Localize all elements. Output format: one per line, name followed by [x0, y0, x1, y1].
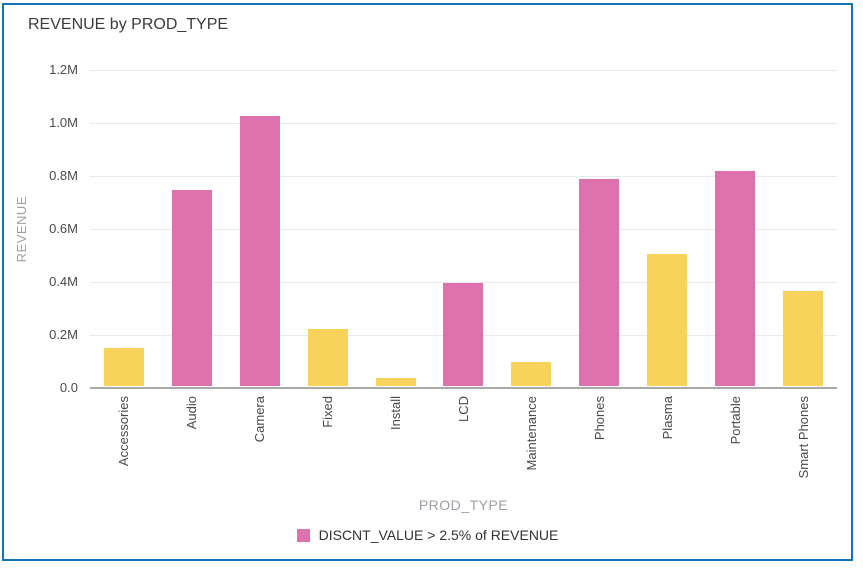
bar-band	[633, 253, 701, 386]
x-tick-label: Plasma	[659, 396, 675, 440]
x-tick-cell: Phones	[565, 396, 633, 488]
x-axis-line	[90, 387, 837, 389]
x-tick-cell: Accessories	[90, 396, 158, 488]
bar-band	[565, 179, 633, 386]
bar-lcd[interactable]	[443, 282, 484, 386]
x-tick-label: Fixed	[320, 396, 336, 428]
x-tick-cell: Portable	[701, 396, 769, 488]
bar-band	[430, 282, 498, 386]
bar-smart-phones[interactable]	[783, 290, 824, 386]
legend: DISCNT_VALUE > 2.5% of REVENUE	[4, 527, 851, 543]
x-tick-cell: Audio	[158, 396, 226, 488]
x-tick-cell: Plasma	[633, 396, 701, 488]
bar-band	[362, 378, 430, 386]
bar-band	[769, 290, 837, 386]
bar-band	[701, 171, 769, 386]
y-tick-label: 1.2M	[49, 62, 78, 77]
chart-container: REVENUE by PROD_TYPE REVENUE Accessories…	[2, 3, 853, 561]
bar-maintenance[interactable]	[511, 362, 552, 386]
bar-phones[interactable]	[579, 179, 620, 386]
bar-band	[497, 362, 565, 386]
y-tick-label: 0.4M	[49, 274, 78, 289]
x-tick-cell: LCD	[430, 396, 498, 488]
x-tick-label: Phones	[591, 396, 607, 441]
bar-band	[294, 329, 362, 386]
gridline	[90, 282, 837, 283]
x-tick-label: Maintenance	[523, 396, 539, 471]
x-axis-labels: Accessories Audio Camera Fixed Install LCD Mai…	[90, 396, 837, 488]
bar-camera[interactable]	[239, 115, 280, 386]
plot-area	[90, 70, 837, 389]
bar-band	[226, 115, 294, 386]
gridline	[90, 229, 837, 230]
x-tick-label: Audio	[184, 396, 200, 430]
bar-accessories[interactable]	[103, 347, 144, 386]
bar-series	[90, 70, 837, 386]
x-tick-label: Portable	[727, 396, 743, 445]
legend-label[interactable]: DISCNT_VALUE > 2.5% of REVENUE	[318, 527, 559, 543]
y-tick-label: 0.8M	[49, 168, 78, 183]
y-tick-label: 0.0	[59, 380, 78, 395]
bar-plasma[interactable]	[647, 253, 688, 386]
x-tick-cell: Install	[362, 396, 430, 488]
gridline	[90, 176, 837, 177]
x-tick-cell: Camera	[226, 396, 294, 488]
y-tick-label: 0.6M	[49, 221, 78, 236]
gridline	[90, 123, 837, 124]
bar-band	[158, 189, 226, 386]
x-axis-title: PROD_TYPE	[418, 497, 509, 513]
bar-band	[90, 347, 158, 386]
chart-title: REVENUE by PROD_TYPE	[28, 16, 229, 33]
x-tick-label: Camera	[252, 396, 268, 443]
x-tick-cell: Fixed	[294, 396, 362, 488]
bar-fixed[interactable]	[307, 329, 348, 386]
x-tick-cell: Smart Phones	[769, 396, 837, 488]
x-tick-label: LCD	[455, 396, 471, 423]
x-tick-label: Install	[388, 396, 404, 430]
y-tick-label: 1.0M	[49, 115, 78, 130]
gridline	[90, 70, 837, 71]
x-tick-label: Smart Phones	[795, 396, 811, 479]
y-tick-label: 0.2M	[49, 327, 78, 342]
bar-install[interactable]	[375, 378, 416, 386]
x-tick-label: Accessories	[116, 396, 132, 467]
bar-portable[interactable]	[715, 171, 756, 386]
x-tick-cell: Maintenance	[497, 396, 565, 488]
bar-audio[interactable]	[171, 189, 212, 386]
legend-swatch[interactable]	[296, 528, 310, 542]
